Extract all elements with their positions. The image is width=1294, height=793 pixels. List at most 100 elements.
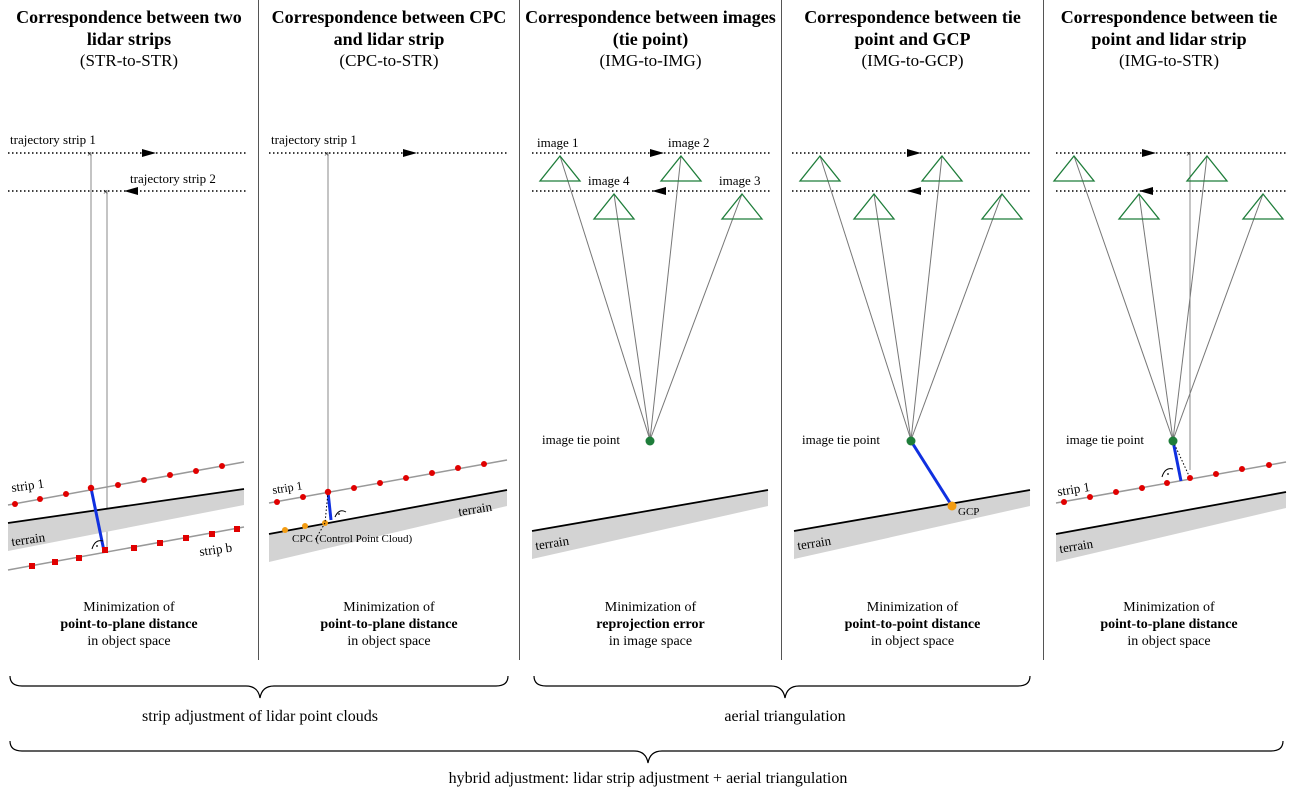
cross-marker-icon: × (87, 149, 92, 159)
panel-caption: Minimization of point-to-plane distance … (259, 599, 519, 650)
right-angle-icon (1161, 468, 1174, 478)
terrain-line (531, 489, 769, 532)
camera-icon (798, 154, 842, 182)
str-to-str-figure: trajectory strip 1 trajectory strip 2 × … (7, 132, 246, 571)
caption-line: Minimization of (343, 600, 435, 615)
image-label: image 3 (719, 173, 761, 188)
panel-subtitle: (CPC-to-STR) (339, 51, 439, 70)
cross-marker-icon: × (103, 187, 108, 197)
caption-emphasis: point-to-plane distance (60, 617, 198, 632)
terrain-band (269, 490, 507, 562)
lidar-point (87, 484, 95, 492)
camera-icons (538, 154, 764, 220)
terrain-label: terrain (1058, 536, 1094, 556)
strip-line (7, 461, 245, 506)
terrain-label: terrain (534, 533, 570, 553)
camera-icon (1117, 192, 1161, 220)
image-rays (1073, 155, 1264, 441)
gcp-label: GCP (958, 506, 979, 518)
image-label: image 2 (668, 135, 710, 150)
panel-subtitle: (IMG-to-IMG) (599, 51, 702, 70)
arrow-left-icon (1139, 187, 1153, 195)
arrow-right-icon (142, 149, 156, 157)
arrow-left-icon (652, 187, 666, 195)
caption-line: in object space (87, 634, 171, 649)
img-to-img-figure: image 1 image 2 image 4 image 3 image ti… (531, 135, 770, 559)
terrain-band (1056, 492, 1286, 562)
lidar-points-strip-1 (1061, 462, 1272, 505)
panel-img-to-str: Correspondence between tie point and lid… (1044, 0, 1294, 660)
panel-title: Correspondence between tie point and lid… (1060, 7, 1278, 49)
cpc-label: CPC (Control Point Cloud) (292, 533, 412, 545)
caption-line: Minimization of (1123, 600, 1215, 615)
camera-icon (920, 154, 964, 182)
residual-vector (909, 440, 954, 507)
tie-point-label: image tie point (1066, 432, 1144, 447)
caption-emphasis: reprojection error (596, 617, 705, 632)
strip-line (7, 526, 245, 571)
trajectory-label: trajectory strip 1 (271, 132, 357, 147)
panel-caption: Minimization of point-to-plane distance … (1044, 599, 1294, 650)
arrow-right-icon (650, 149, 664, 157)
panel-title: Correspondence between tie point and GCP (804, 7, 1021, 49)
brace-hybrid (9, 740, 1284, 764)
camera-icon (1241, 192, 1285, 220)
terrain-label: terrain (457, 499, 493, 519)
panel-subtitle: (IMG-to-STR) (1118, 51, 1220, 70)
panel-title: Correspondence between CPC and lidar str… (271, 7, 507, 49)
plane-normal (324, 491, 329, 524)
img-to-str-figure: × terrain strip 1 image tie point (1052, 149, 1287, 562)
arrow-left-icon (907, 187, 921, 195)
tie-point (1168, 436, 1178, 446)
lidar-points-strip-1 (12, 463, 225, 507)
terrain-label: terrain (10, 529, 46, 549)
caption-line: Minimization of (83, 600, 175, 615)
camera-icon (592, 192, 636, 220)
panel-title: Correspondence between two lidar strips (16, 7, 242, 49)
image-label: image 1 (537, 135, 579, 150)
trajectory-label: trajectory strip 2 (130, 171, 216, 186)
lidar-point (102, 547, 108, 553)
arrow-right-icon (907, 149, 921, 157)
panel-caption: Minimization of reprojection error in im… (520, 599, 781, 650)
panel-separator (258, 0, 259, 660)
caption-emphasis: point-to-point distance (844, 617, 981, 632)
right-angle-icon (91, 540, 104, 550)
cpc-points (282, 520, 328, 533)
arrow-right-icon (1142, 149, 1156, 157)
caption-emphasis: point-to-plane distance (320, 617, 458, 632)
strip-line (268, 459, 508, 504)
camera-icons (798, 154, 1024, 220)
lidar-points-strip-b (29, 526, 240, 569)
caption-line: in object space (1127, 634, 1211, 649)
right-angle-dot (1167, 473, 1169, 475)
terrain-line (793, 489, 1031, 532)
tie-point (906, 436, 916, 446)
strip-label: strip 1 (1056, 479, 1091, 499)
group-label-aerial-triangulation: aerial triangulation (724, 708, 846, 725)
group-label-strip-adjustment: strip adjustment of lidar point clouds (142, 708, 378, 725)
caption-line: in image space (608, 634, 693, 649)
terrain-band (794, 490, 1030, 559)
camera-icon (1185, 154, 1229, 182)
residual-vector (326, 491, 333, 521)
panel-caption: Minimization of point-to-point distance … (782, 599, 1043, 650)
tie-point-label: image tie point (802, 432, 880, 447)
strip-label: strip 1 (271, 478, 303, 497)
terrain-label: terrain (796, 533, 832, 553)
brace-aerial-triangulation (533, 675, 1031, 699)
gcp-point (947, 501, 957, 511)
camera-icon (538, 154, 582, 182)
tie-point-label: image tie point (542, 432, 620, 447)
strip-label: strip 1 (10, 476, 45, 495)
residual-vector (1171, 440, 1183, 482)
terrain-band (532, 490, 768, 559)
camera-icons (1052, 154, 1285, 220)
camera-icon (852, 192, 896, 220)
arrow-right-icon (403, 149, 417, 157)
right-angle-icon (334, 510, 347, 518)
panel-separator (1043, 0, 1044, 660)
panel-subtitle: (IMG-to-GCP) (861, 51, 964, 70)
camera-icon (720, 192, 764, 220)
caption-line: Minimization of (604, 600, 697, 615)
